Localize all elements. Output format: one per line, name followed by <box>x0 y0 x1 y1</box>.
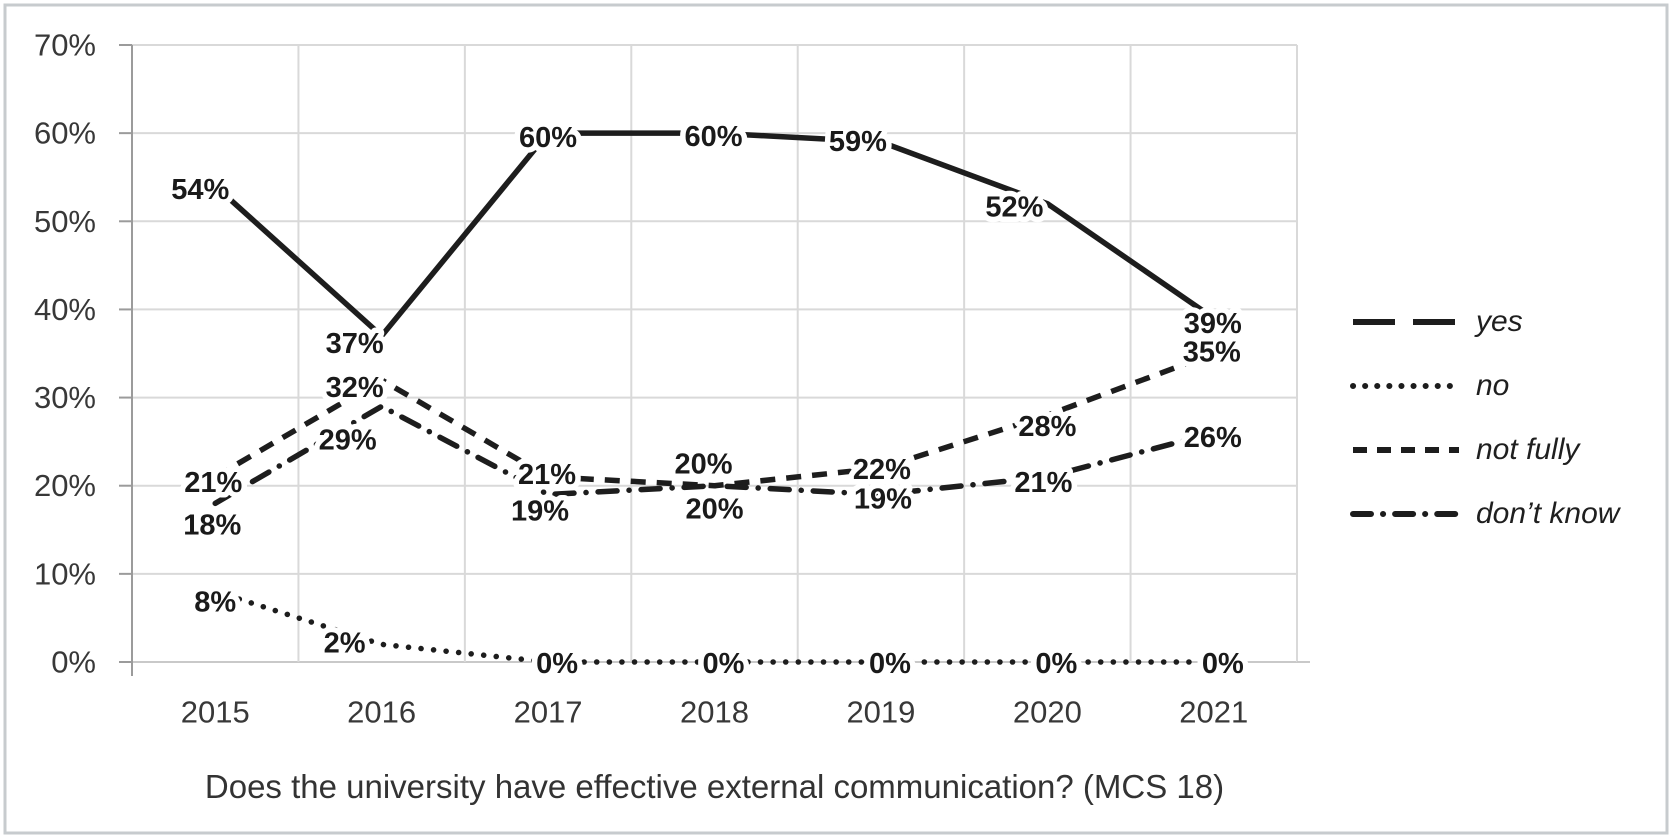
data-label: 0% <box>703 648 745 680</box>
legend-line-sample <box>1350 511 1462 517</box>
x-axis-label: 2021 <box>1179 695 1248 730</box>
legend-line-sample <box>1353 447 1459 453</box>
series-line-yes <box>213 130 1216 339</box>
data-label: 35% <box>1183 337 1241 369</box>
data-label: 0% <box>536 648 578 680</box>
data-label: 28% <box>1018 411 1076 443</box>
y-axis-label: 50% <box>34 204 96 239</box>
data-label: 21% <box>1014 467 1072 499</box>
y-axis-label: 60% <box>34 116 96 151</box>
data-label: 54% <box>171 174 229 206</box>
data-label: 0% <box>1035 648 1077 680</box>
data-label: 39% <box>1184 308 1242 340</box>
data-label: 8% <box>194 586 236 618</box>
data-label: 32% <box>326 372 384 404</box>
chart-title: Does the university have effective exter… <box>204 768 1225 805</box>
data-label: 20% <box>674 449 732 481</box>
y-axis-label: 70% <box>34 28 96 63</box>
legend-label: no <box>1476 369 1510 402</box>
data-label: 0% <box>1202 648 1244 680</box>
data-label: 20% <box>685 494 743 526</box>
y-axis-label: 0% <box>51 645 96 680</box>
figure-border <box>3 3 1669 835</box>
x-axis-label: 2018 <box>680 695 749 730</box>
data-label: 26% <box>1184 422 1242 454</box>
legend-label: yes <box>1476 305 1523 338</box>
data-label: 29% <box>319 424 377 456</box>
legend-item-not-fully: not fully <box>1350 418 1619 482</box>
data-label: 22% <box>853 454 911 486</box>
data-label: 60% <box>519 122 577 154</box>
legend-item-don-t-know: don’t know <box>1350 482 1619 546</box>
x-axis-label: 2016 <box>347 695 416 730</box>
data-label: 18% <box>183 509 241 541</box>
data-label: 52% <box>985 192 1043 224</box>
data-label: 21% <box>518 459 576 491</box>
x-axis-label: 2019 <box>846 695 915 730</box>
data-label: 2% <box>324 627 366 659</box>
series-line-no <box>212 588 1217 665</box>
legend-item-no: no <box>1350 354 1619 418</box>
y-axis-label: 40% <box>34 292 96 327</box>
legend-label: not fully <box>1476 433 1580 466</box>
data-label: 19% <box>511 496 569 528</box>
y-axis-label: 10% <box>34 556 96 591</box>
x-axis-label: 2020 <box>1013 695 1082 730</box>
data-label: 21% <box>184 467 242 499</box>
chart-legend: yes no not fully don’t know <box>1350 290 1619 546</box>
legend-line-sample <box>1350 383 1462 389</box>
x-axis-label: 2015 <box>181 695 250 730</box>
y-axis-label: 20% <box>34 468 96 503</box>
series-line-don-t-know <box>212 403 1217 507</box>
y-axis-label: 30% <box>34 380 96 415</box>
legend-item-yes: yes <box>1350 290 1619 354</box>
data-label: 0% <box>869 648 911 680</box>
legend-line-sample <box>1353 319 1459 325</box>
legend-label: don’t know <box>1476 497 1620 530</box>
data-label: 19% <box>854 484 912 516</box>
data-label: 37% <box>326 328 384 360</box>
data-label: 60% <box>684 121 742 153</box>
data-label: 59% <box>829 126 887 158</box>
x-axis-label: 2017 <box>514 695 583 730</box>
